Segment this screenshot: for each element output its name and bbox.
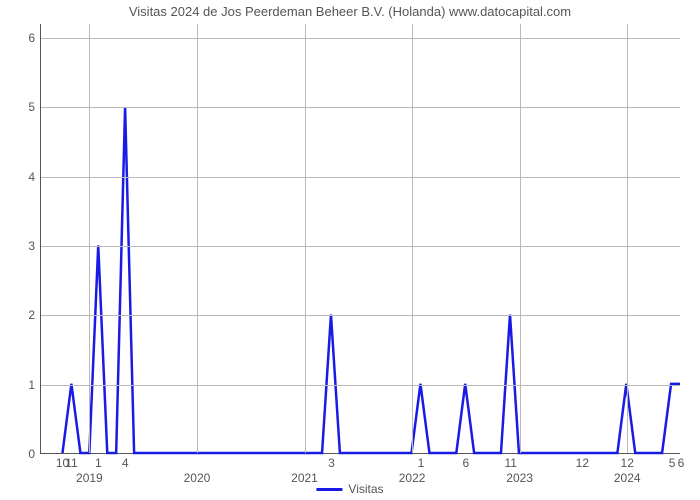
gridline-v (89, 24, 90, 453)
gridline-h (41, 315, 680, 316)
gridline-h (41, 385, 680, 386)
gridline-v (627, 24, 628, 453)
xtick-minor-label: 1 (418, 453, 425, 470)
chart-title: Visitas 2024 de Jos Peerdeman Beheer B.V… (0, 4, 700, 19)
ytick-label: 5 (28, 100, 41, 114)
xtick-minor-label: 6 (678, 453, 685, 470)
ytick-label: 0 (28, 447, 41, 461)
gridline-h (41, 38, 680, 39)
xtick-minor-label: 3 (328, 453, 335, 470)
xtick-minor-label: 11 (65, 453, 77, 470)
ytick-label: 4 (28, 170, 41, 184)
gridline-v (412, 24, 413, 453)
plot-area: 0123456201920202021202220232024101114316… (40, 24, 680, 454)
xtick-major-label: 2020 (184, 453, 211, 485)
xtick-minor-label: 1 (95, 453, 102, 470)
gridline-v (520, 24, 521, 453)
chart-container: Visitas 2024 de Jos Peerdeman Beheer B.V… (0, 0, 700, 500)
gridline-v (197, 24, 198, 453)
xtick-minor-label: 6 (463, 453, 470, 470)
ytick-label: 2 (28, 308, 41, 322)
legend: Visitas (316, 482, 383, 496)
gridline-v (305, 24, 306, 453)
xtick-major-label: 2021 (291, 453, 318, 485)
ytick-label: 3 (28, 239, 41, 253)
line-series (41, 24, 680, 453)
xtick-minor-label: 4 (122, 453, 129, 470)
xtick-minor-label: 5 (669, 453, 676, 470)
series-line (62, 107, 680, 453)
xtick-minor-label: 11 (504, 453, 516, 470)
legend-swatch (316, 488, 342, 491)
gridline-h (41, 246, 680, 247)
legend-label: Visitas (348, 482, 383, 496)
gridline-h (41, 177, 680, 178)
xtick-minor-label: 12 (621, 453, 634, 470)
xtick-minor-label: 12 (576, 453, 589, 470)
ytick-label: 1 (28, 378, 41, 392)
gridline-h (41, 107, 680, 108)
ytick-label: 6 (28, 31, 41, 45)
